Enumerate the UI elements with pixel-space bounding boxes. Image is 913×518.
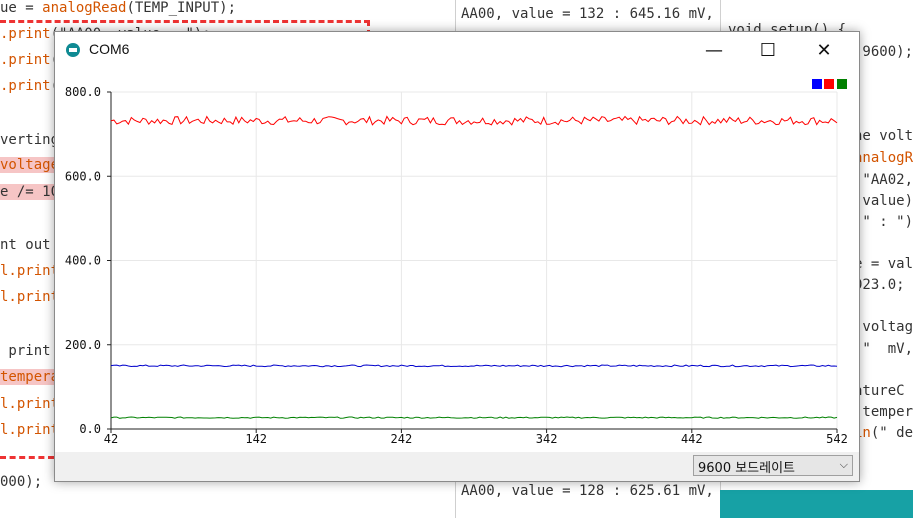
left-code-line: 000); [0, 474, 42, 490]
plot-svg: 0.0 200.0 400.0 600.0 800.0 42 142 242 342 442 542 [65, 85, 848, 446]
plot-area: 0.0 200.0 400.0 600.0 800.0 42 142 242 342 442 542 [55, 68, 859, 452]
right-code-line: 023.0; [854, 277, 905, 293]
code-token: .print [0, 78, 51, 94]
code-token: l.print [0, 289, 60, 305]
code-token: ("AA02, [854, 172, 913, 188]
left-code-line: .print( [0, 78, 59, 94]
right-code-line: (value) [854, 193, 913, 209]
code-token: analogRead [42, 0, 127, 16]
serial-plotter-window: COM6 — ☐ ✕ 0.0 200.0 400.0 600.0 800.0 42 142 2… [54, 31, 860, 482]
chevron-down-icon: ⌵ [839, 458, 848, 471]
left-code-line: e /= 10 [0, 184, 60, 200]
code-token: ue = [0, 0, 43, 16]
serial-line-top: AA00, value = 132 : 645.16 mV, [461, 6, 714, 22]
code-token: voltage [0, 157, 60, 173]
y-tick-label: 200.0 [65, 338, 101, 352]
right-code-line: (9600); [854, 44, 913, 60]
right-code-line: in(" de [854, 425, 913, 441]
code-token: 023.0; [854, 277, 905, 293]
y-tick-label: 600.0 [65, 169, 101, 183]
y-tick-label: 0.0 [79, 422, 101, 436]
window-title: COM6 [89, 41, 130, 57]
left-code-line: l.print [0, 289, 59, 305]
series-line [110, 364, 838, 368]
x-tick-label: 542 [826, 432, 848, 446]
code-token: l.print [0, 396, 60, 412]
dashed-annotation-top [0, 20, 370, 23]
x-tick-label: 242 [391, 432, 413, 446]
code-token: l.print [0, 263, 60, 279]
right-code-line: analogR [854, 150, 913, 166]
code-token: (" de [870, 425, 913, 441]
x-tick-label: 342 [536, 432, 558, 446]
left-code-line: nt out [0, 237, 51, 253]
code-token: verting [0, 132, 60, 148]
arduino-logo-icon [66, 43, 80, 57]
ide-status-bar [720, 490, 913, 518]
code-token: (" : ") [854, 214, 913, 230]
left-code-line: print [0, 343, 51, 359]
right-code-line: e = val [854, 256, 913, 272]
left-code-line: .print( [0, 52, 59, 68]
code-token: .print [0, 26, 51, 42]
right-code-line: (" : ") [854, 214, 913, 230]
legend-color-square [824, 79, 834, 89]
code-token: (temper [854, 404, 913, 420]
y-tick-label: 400.0 [65, 254, 101, 268]
code-token: (voltag [854, 319, 913, 335]
dashed-annotation-right [367, 20, 370, 36]
code-token: (" mV, [854, 341, 913, 357]
code-token: .print [0, 52, 51, 68]
dashed-annotation-bottom [0, 456, 54, 459]
minimize-button[interactable]: — [705, 39, 723, 61]
x-tick-label: 42 [104, 432, 118, 446]
left-code-line: l.print [0, 396, 59, 412]
code-token: 000); [0, 474, 43, 490]
code-token: analogR [854, 150, 913, 166]
code-token: nt out [0, 237, 51, 253]
right-code-line: (voltag [854, 319, 913, 335]
code-token: (9600); [854, 44, 913, 60]
left-code-line: l.print [0, 263, 59, 279]
series-line [110, 416, 838, 419]
window-titlebar[interactable]: COM6 — ☐ ✕ [55, 32, 859, 68]
left-code-line: voltage [0, 157, 60, 173]
code-token: e /= 10 [0, 184, 60, 200]
right-code-line: atureC [854, 383, 905, 399]
plotter-bottom-bar: 9600 보드레이트 ⌵ [55, 452, 859, 481]
serial-line-bottom: AA00, value = 128 : 625.61 mV, [461, 483, 714, 499]
left-code-line: tempera [0, 369, 60, 385]
code-token: e = val [854, 256, 913, 272]
baud-rate-value: 9600 보드레이트 [698, 461, 796, 476]
close-button[interactable]: ✕ [816, 39, 832, 61]
series-line [110, 115, 838, 126]
right-code-line: he volt [854, 128, 913, 144]
right-code-line: ("AA02, [854, 172, 913, 188]
code-token: (value) [854, 193, 913, 209]
baud-rate-select[interactable]: 9600 보드레이트 ⌵ [693, 455, 853, 476]
left-code-line: ue = analogRead(TEMP_INPUT); [0, 0, 236, 16]
code-token: l.print [0, 422, 60, 438]
code-token: tempera [0, 369, 60, 385]
left-code-line: l.print [0, 422, 59, 438]
right-code-line: (" mV, [854, 341, 913, 357]
code-token: print [0, 343, 51, 359]
code-token: atureC [854, 383, 905, 399]
legend-color-square [812, 79, 822, 89]
code-token: he volt [854, 128, 913, 144]
y-tick-label: 800.0 [65, 85, 101, 99]
maximize-button[interactable]: ☐ [759, 39, 777, 61]
left-code-line: verting [0, 132, 59, 148]
code-token: (TEMP_INPUT); [126, 0, 237, 16]
x-tick-label: 142 [245, 432, 267, 446]
x-tick-label: 442 [681, 432, 703, 446]
legend-color-square [837, 79, 847, 89]
right-code-line: (temper [854, 404, 913, 420]
